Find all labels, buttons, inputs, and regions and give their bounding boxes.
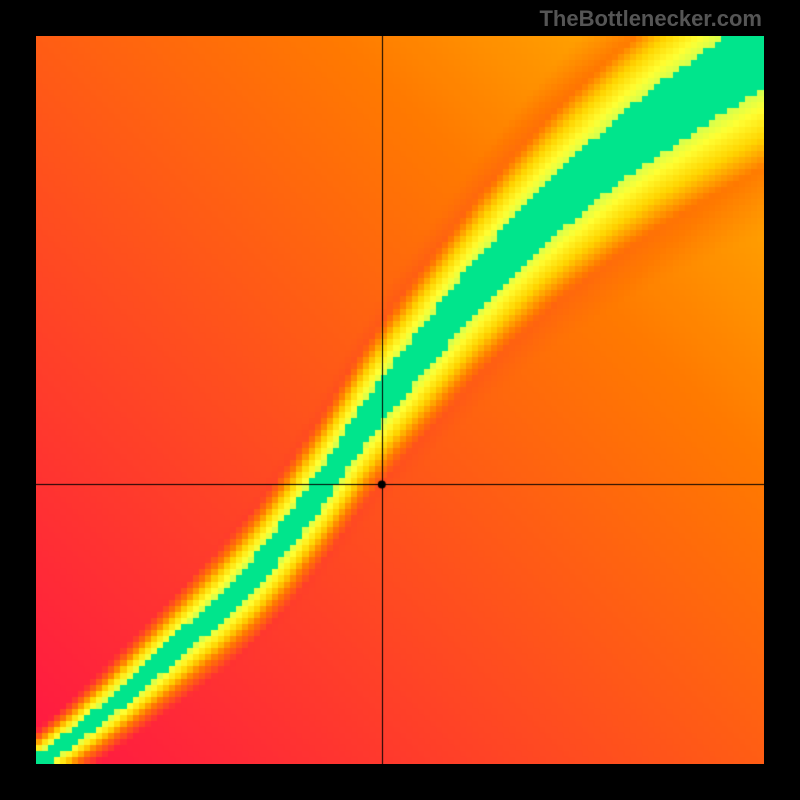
heatmap-canvas	[36, 36, 764, 764]
root-container: TheBottlenecker.com	[0, 0, 800, 800]
watermark-text: TheBottlenecker.com	[539, 6, 762, 32]
heatmap-plot	[36, 36, 764, 764]
